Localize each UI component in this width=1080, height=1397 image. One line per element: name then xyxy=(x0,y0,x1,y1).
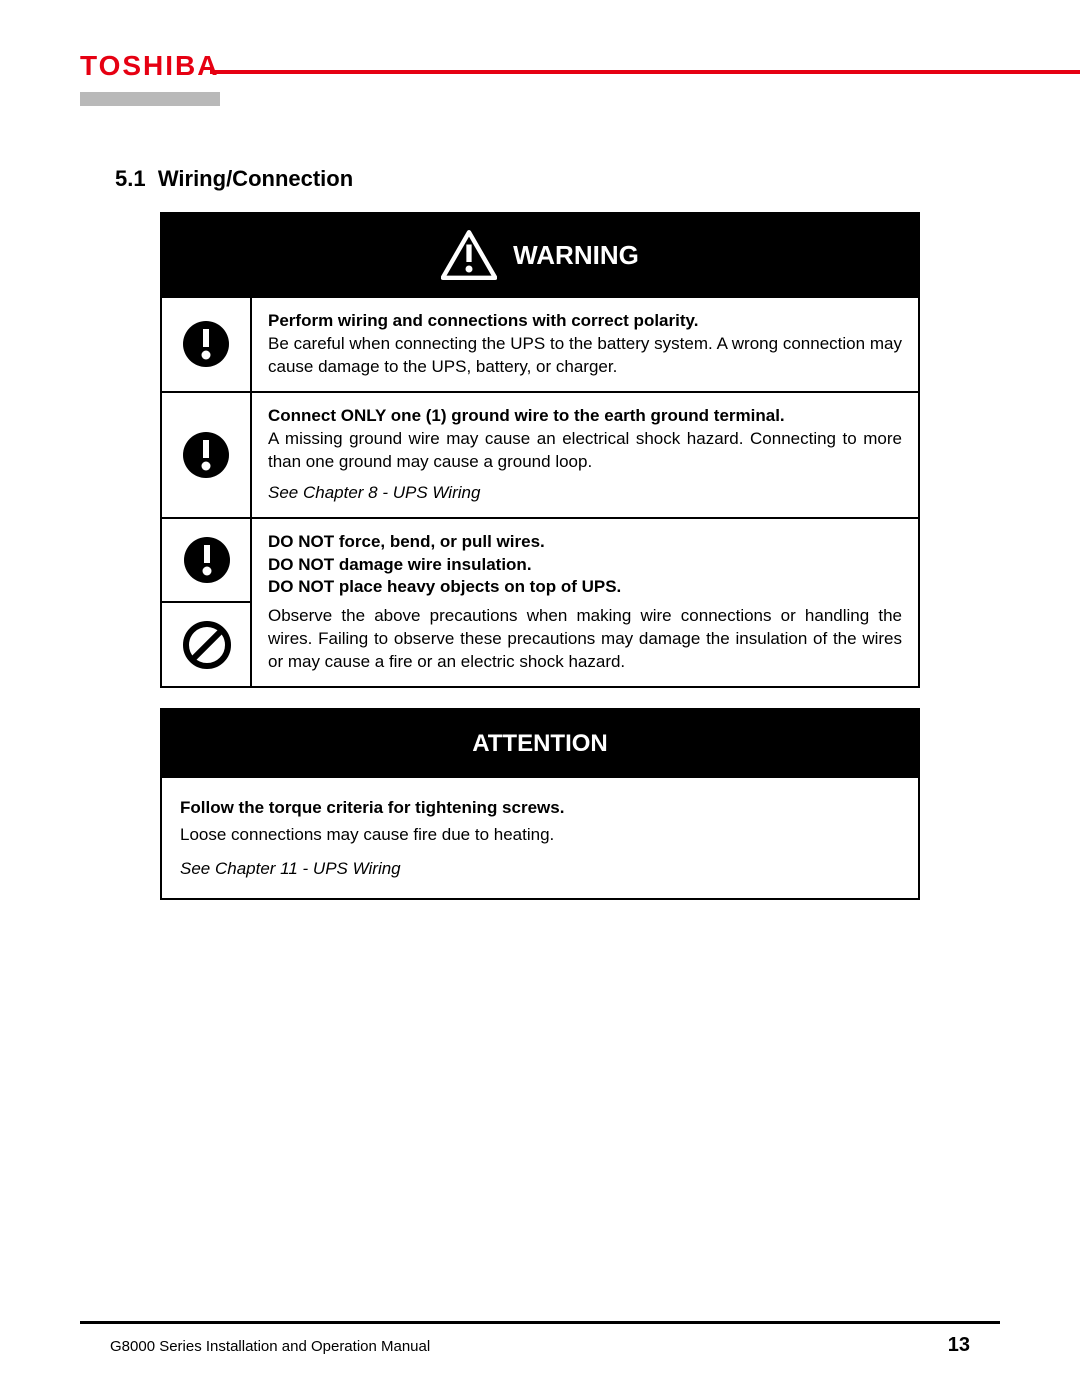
warning-body: A missing ground wire may cause an elect… xyxy=(268,428,902,474)
icon-cell xyxy=(162,393,252,517)
header-gray-bar xyxy=(80,92,220,106)
section-title: 5.1 Wiring/Connection xyxy=(115,166,1000,192)
mandatory-icon xyxy=(181,430,231,480)
warning-body: Observe the above precautions when makin… xyxy=(268,605,902,674)
brand-logo: TOSHIBA xyxy=(80,50,1000,82)
footer-row: G8000 Series Installation and Operation … xyxy=(80,1334,1000,1357)
header-red-line xyxy=(210,70,1080,74)
icon-cell xyxy=(162,298,252,391)
warning-banner: WARNING xyxy=(162,214,918,296)
page-number: 13 xyxy=(948,1334,970,1357)
warning-bold: Connect ONLY one (1) ground wire to the … xyxy=(268,405,902,428)
warning-banner-text: WARNING xyxy=(513,240,639,271)
attention-box: ATTENTION Follow the torque criteria for… xyxy=(160,708,920,900)
page-footer: G8000 Series Installation and Operation … xyxy=(80,1321,1000,1357)
footer-line xyxy=(80,1321,1000,1324)
warning-row: Perform wiring and connections with corr… xyxy=(162,296,918,391)
content-area: WARNING Perform wiring and connections w… xyxy=(160,212,920,900)
attention-body: Follow the torque criteria for tightenin… xyxy=(162,778,918,898)
warning-bold: Perform wiring and connections with corr… xyxy=(268,310,902,333)
attention-banner-text: ATTENTION xyxy=(472,730,608,758)
icon-cell xyxy=(162,603,252,686)
warning-ref: See Chapter 8 - UPS Wiring xyxy=(268,482,902,505)
prohibit-icon xyxy=(182,620,232,670)
page-header: TOSHIBA xyxy=(80,50,1000,106)
section-name: Wiring/Connection xyxy=(158,166,353,191)
icon-stack xyxy=(162,519,252,687)
warning-row: Connect ONLY one (1) ground wire to the … xyxy=(162,391,918,517)
icon-cell xyxy=(162,519,252,604)
warning-bold: DO NOT place heavy objects on top of UPS… xyxy=(268,576,902,599)
warning-text: DO NOT force, bend, or pull wires. DO NO… xyxy=(252,519,918,687)
attention-banner: ATTENTION xyxy=(162,710,918,778)
section-number: 5.1 xyxy=(115,166,146,191)
page: TOSHIBA 5.1 Wiring/Connection WARNING xyxy=(0,0,1080,1397)
warning-bold: DO NOT damage wire insulation. xyxy=(268,554,902,577)
attention-text: Loose connections may cause fire due to … xyxy=(180,821,900,848)
warning-row: DO NOT force, bend, or pull wires. DO NO… xyxy=(162,517,918,687)
footer-manual-title: G8000 Series Installation and Operation … xyxy=(110,1338,430,1355)
warning-box: WARNING Perform wiring and connections w… xyxy=(160,212,920,688)
attention-ref: See Chapter 11 - UPS Wiring xyxy=(180,855,900,882)
warning-bold: DO NOT force, bend, or pull wires. xyxy=(268,531,902,554)
warning-text: Perform wiring and connections with corr… xyxy=(252,298,918,391)
warning-text: Connect ONLY one (1) ground wire to the … xyxy=(252,393,918,517)
warning-body: Be careful when connecting the UPS to th… xyxy=(268,333,902,379)
mandatory-icon xyxy=(181,319,231,369)
attention-bold: Follow the torque criteria for tightenin… xyxy=(180,794,900,821)
warning-triangle-icon xyxy=(441,230,497,280)
mandatory-icon xyxy=(182,535,232,585)
